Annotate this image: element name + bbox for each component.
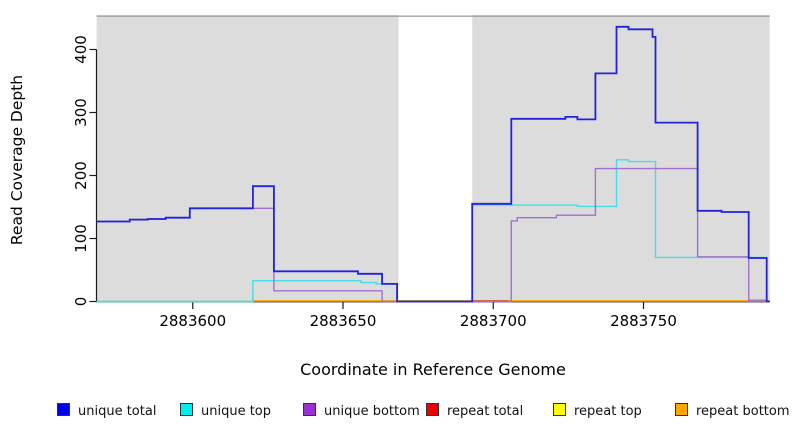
legend-label: unique top	[201, 404, 272, 419]
legend-item-unique-top: unique top	[180, 400, 271, 419]
series-unique-top-line	[96, 159, 770, 303]
legend: unique total unique top unique bottom repea…	[0, 398, 792, 424]
x-tick-label: 2883650	[310, 312, 377, 330]
legend-item-unique-total: unique total	[57, 400, 156, 419]
legend-item-repeat-total: repeat total	[426, 400, 523, 419]
coverage-plot-canvas: 0 100 200 300 400 2883600 2883650 2883700 288375…	[8, 15, 770, 379]
legend-item-unique-bottom: unique bottom	[303, 400, 420, 419]
x-tick-label: 2883700	[460, 312, 527, 330]
shaded-region-1	[472, 15, 770, 302]
shaded-region-0	[96, 15, 399, 302]
legend-swatch-repeat-bottom	[675, 403, 688, 416]
legend-item-repeat-top: repeat top	[553, 400, 642, 419]
legend-label: repeat total	[447, 404, 524, 419]
legend-swatch-repeat-total	[426, 403, 439, 416]
series-lines	[96, 25, 770, 303]
legend-swatch-unique-bottom	[303, 403, 316, 416]
legend-swatch-repeat-top	[553, 403, 566, 416]
legend-swatch-unique-total	[57, 403, 70, 416]
y-tick-label: 0	[72, 297, 90, 307]
legend-item-repeat-bottom: repeat bottom	[675, 400, 790, 419]
series-unique-total-line	[96, 25, 770, 303]
y-tick-label: 100	[72, 224, 90, 253]
axes: 0 100 200 300 400 2883600 2883650 2883700 288375…	[72, 35, 770, 330]
shaded-panels	[96, 15, 770, 302]
legend-label: repeat top	[574, 404, 642, 419]
legend-label: unique total	[78, 404, 157, 419]
y-tick-label: 300	[72, 98, 90, 127]
x-tick-label: 2883600	[159, 312, 226, 330]
y-tick-label: 400	[72, 35, 90, 64]
y-axis-title: Read Coverage Depth	[8, 75, 26, 245]
legend-swatch-unique-top	[180, 403, 193, 416]
legend-label: repeat bottom	[696, 404, 790, 419]
y-tick-label: 200	[72, 161, 90, 190]
x-axis-title: Coordinate in Reference Genome	[300, 360, 566, 379]
x-tick-label: 2883750	[610, 312, 677, 330]
legend-label: unique bottom	[324, 404, 420, 419]
